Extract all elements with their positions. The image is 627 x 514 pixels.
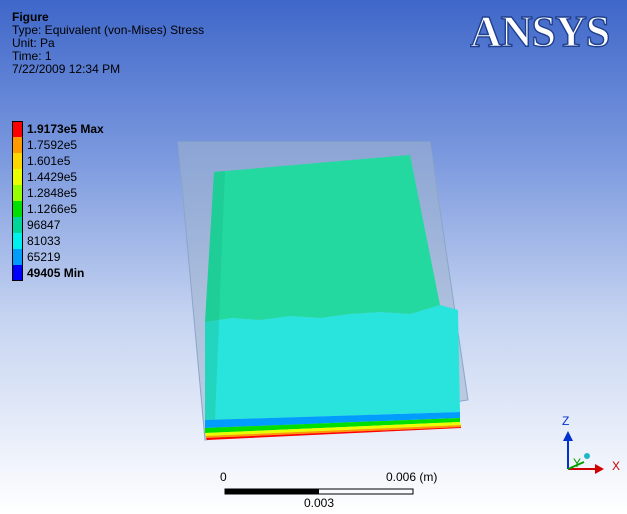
legend-label: 49405 Min	[27, 266, 85, 280]
edge-band-green	[205, 418, 460, 433]
legend-label: 96847	[27, 218, 61, 232]
legend-label: 65219	[27, 250, 61, 264]
scale-bar-black-segment	[225, 489, 319, 494]
legend-swatch	[12, 201, 23, 217]
triad-y-axis	[567, 461, 585, 470]
triad-y-label: Y	[573, 456, 582, 470]
edge-band-blue	[205, 412, 460, 428]
result-time: Time: 1	[12, 49, 52, 63]
legend-label: 1.2848e5	[27, 186, 78, 200]
legend-swatch	[12, 185, 23, 201]
legend-label: 1.9173e5 Max	[27, 122, 104, 136]
edge-band-red	[206, 427, 461, 440]
figure-title: Figure	[12, 10, 49, 24]
legend-swatch	[12, 217, 23, 233]
result-unit: Unit: Pa	[12, 36, 55, 50]
legend-label: 1.601e5	[27, 154, 71, 168]
edge-band-yellow	[205, 422, 461, 436]
triad-z-arrow	[563, 431, 573, 441]
scale-start-label: 0	[220, 470, 227, 484]
legend-label: 1.7592e5	[27, 138, 78, 152]
stress-band-upper	[205, 155, 440, 322]
legend-swatch	[12, 137, 23, 153]
triad-x-arrow	[595, 464, 604, 474]
legend-swatch	[12, 249, 23, 265]
triad-origin	[584, 453, 590, 459]
legend-swatch	[12, 265, 23, 281]
legend-swatch	[12, 121, 23, 137]
legend-swatch	[12, 153, 23, 169]
stress-band-lower	[205, 305, 460, 420]
scale-end-label: 0.006 (m)	[386, 470, 438, 484]
legend-label: 1.1266e5	[27, 202, 78, 216]
logo-text: ANSYS	[470, 7, 609, 56]
result-type: Type: Equivalent (von-Mises) Stress	[12, 23, 205, 37]
legend-label: 81033	[27, 234, 61, 248]
edge-band-orange	[206, 425, 461, 438]
result-date: 7/22/2009 12:34 PM	[12, 62, 121, 76]
triad-z-label: Z	[562, 414, 570, 428]
triad-x-label: X	[612, 459, 621, 473]
legend-label: 1.4429e5	[27, 170, 78, 184]
ansys-logo: ANSYS	[470, 6, 611, 56]
legend-color-bar-frame	[12, 121, 23, 281]
legend-swatch	[12, 233, 23, 249]
model-shading	[205, 171, 225, 420]
scale-mid-label: 0.003	[304, 496, 335, 510]
legend-swatch	[12, 169, 23, 185]
